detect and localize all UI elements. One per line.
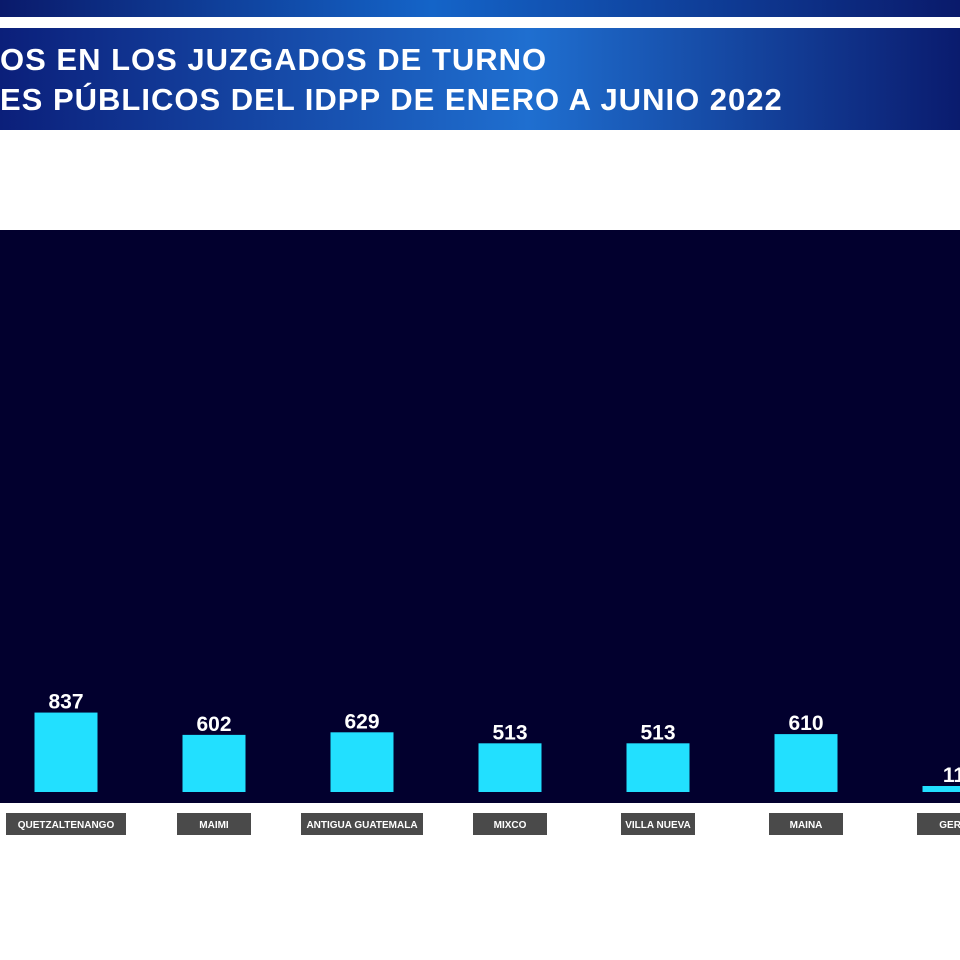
category-label: ANTIGUA GUATEMALA — [306, 820, 417, 831]
category-label: MAINA — [790, 820, 823, 831]
chart-panel — [0, 230, 960, 803]
data-label: 629 — [344, 710, 379, 733]
title-line-1: OS EN LOS JUZGADOS DE TURNO — [0, 42, 548, 77]
category-box — [177, 813, 251, 835]
title-banner: OS EN LOS JUZGADOS DE TURNO ES PÚBLICOS … — [0, 28, 960, 130]
bar-maina — [774, 734, 838, 792]
data-label: 513 — [640, 721, 675, 744]
data-label: 602 — [196, 713, 231, 736]
category-label: GERO — [939, 820, 960, 831]
data-label: 11 — [943, 764, 960, 787]
category-box — [473, 813, 547, 835]
data-label: 610 — [788, 712, 823, 735]
bar-gero — [922, 786, 960, 792]
category-box — [621, 813, 695, 835]
category-label: VILLA NUEVA — [625, 820, 691, 831]
category-label: MIXCO — [494, 820, 527, 831]
category-box — [917, 813, 960, 835]
title-line-2: ES PÚBLICOS DEL IDPP DE ENERO A JUNIO 20… — [0, 82, 783, 117]
data-label: 513 — [492, 721, 527, 744]
category-label: MAIMI — [199, 820, 229, 831]
category-label: QUETZALTENANGO — [18, 820, 115, 831]
category-box — [769, 813, 843, 835]
bar-quetzaltenango — [34, 712, 98, 792]
category-box — [301, 813, 423, 835]
bar-villa-nueva — [626, 743, 690, 792]
data-label: 837 — [48, 691, 83, 714]
bar-mixco — [478, 743, 542, 792]
bar-maimi — [182, 734, 246, 792]
top-strip — [0, 0, 960, 17]
bar-antigua-guatemala — [330, 732, 394, 792]
category-box — [6, 813, 126, 835]
